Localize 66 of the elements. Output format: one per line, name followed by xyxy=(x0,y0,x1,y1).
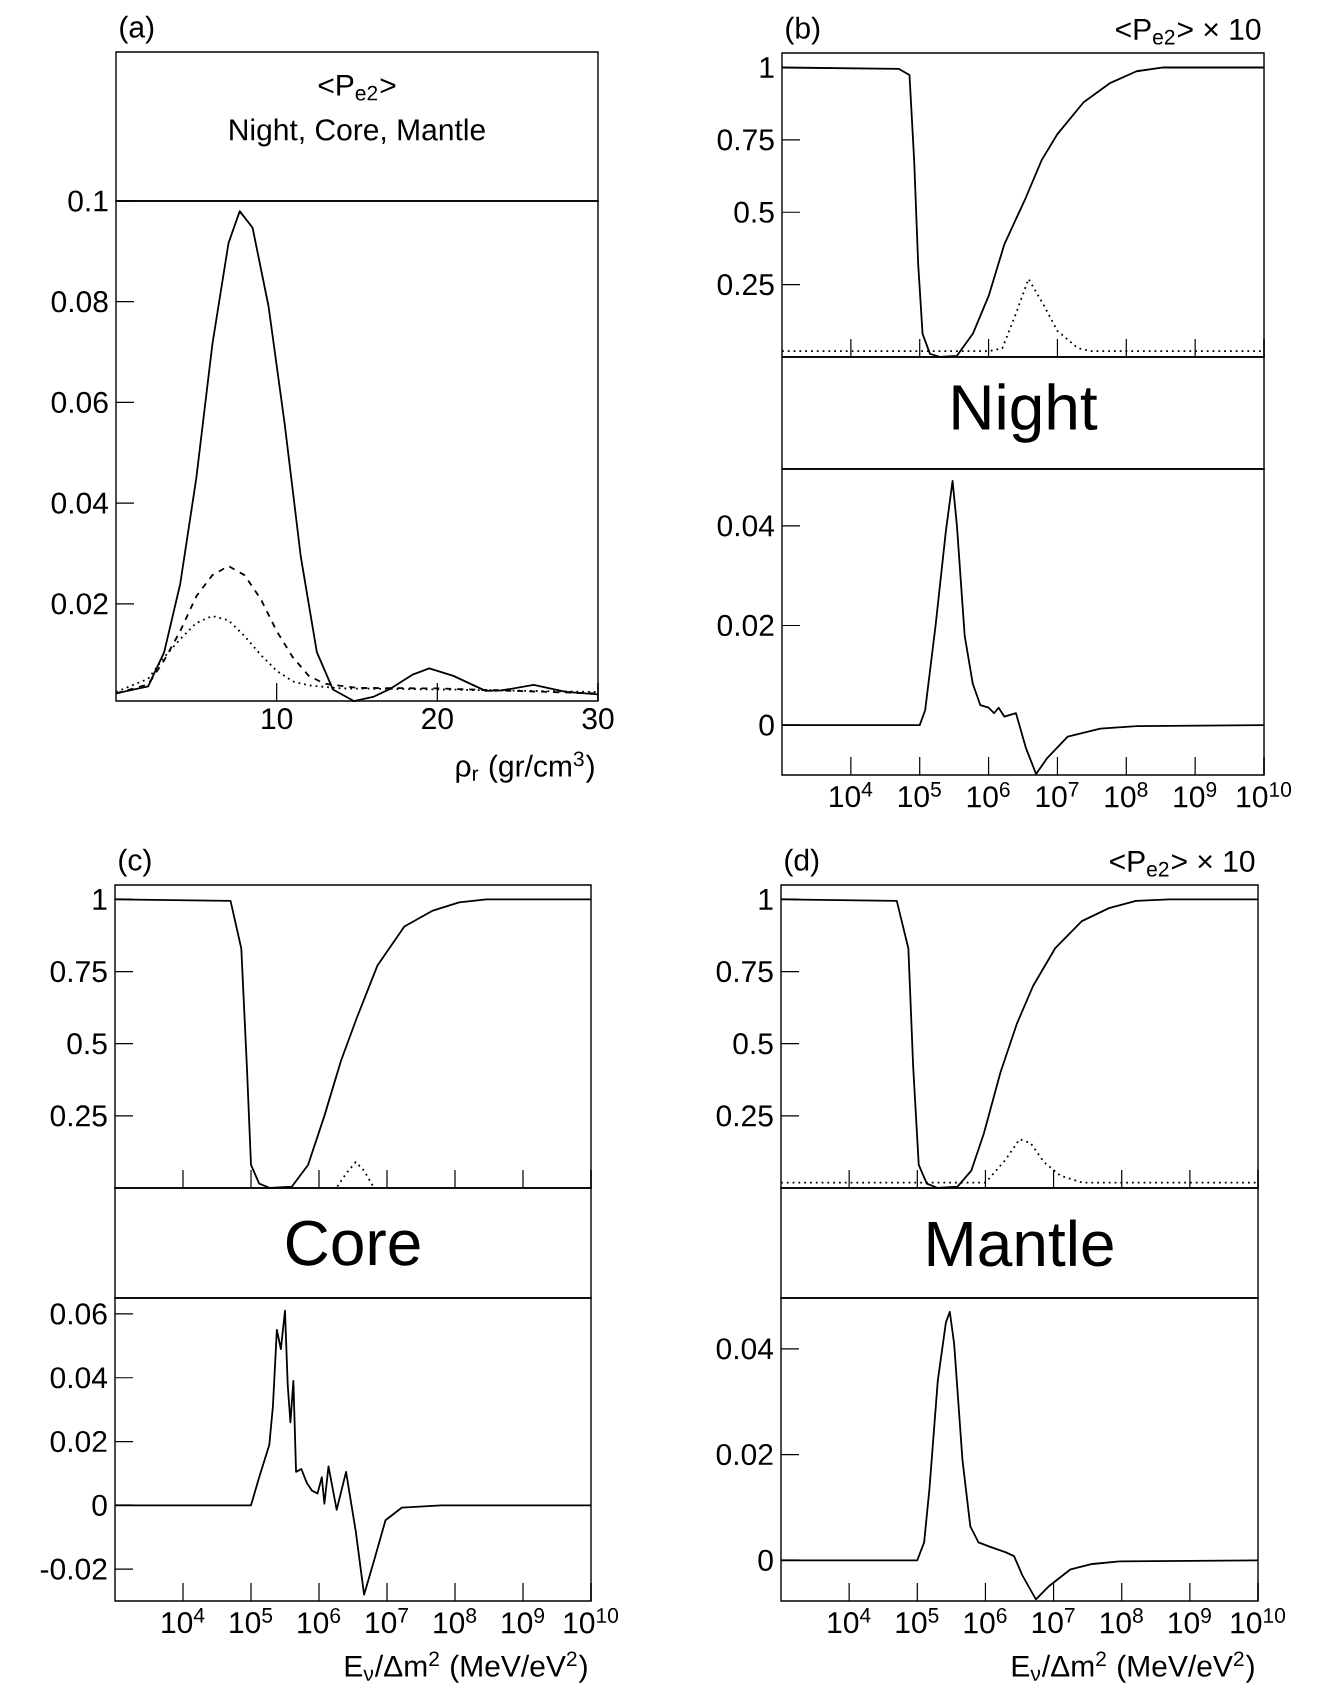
y-tick-label: 0.04 xyxy=(51,492,109,514)
y-tick-label: 0.04 xyxy=(716,1338,774,1360)
y-tick-label: 0 xyxy=(759,714,774,736)
x-tick-label: 10$^{10}$ xyxy=(564,1608,619,1634)
y-tick-label: 0 xyxy=(758,1549,773,1571)
y-tick-label: 0.75 xyxy=(717,129,774,151)
chart-title: (b) xyxy=(786,16,820,45)
y-tick-label: 0.06 xyxy=(50,1303,107,1325)
chart-title: Night xyxy=(953,383,1098,443)
y-tick-label: 0.75 xyxy=(716,960,773,983)
chart-title: (c) xyxy=(119,848,151,877)
y-tick-label: 0.5 xyxy=(733,1033,773,1055)
x-tick-label: 10$^{9}$ xyxy=(502,1608,545,1634)
x-tick-label: 10$^{5}$ xyxy=(230,1608,273,1634)
y-tick-label: 0.5 xyxy=(734,201,774,223)
y-tick-label: 1 xyxy=(760,57,774,78)
x-tick-label: 10$^{6}$ xyxy=(964,1608,1007,1634)
y-tick-label: 0.02 xyxy=(50,1430,107,1453)
y-tick-label: 0.5 xyxy=(67,1033,107,1055)
x-tick-label: 10$^{4}$ xyxy=(828,1608,871,1634)
x-axis-title: E$_{ν}$/Δm$^{2}$ (MeV/eV$^{2}$) xyxy=(345,1651,587,1683)
x-tick-label: 10$^{8}$ xyxy=(1105,782,1148,808)
y-tick-label: 0.08 xyxy=(51,291,108,313)
y-tick-label: 0.04 xyxy=(717,515,775,537)
chart-title: (d) xyxy=(785,848,819,877)
x-tick-label: 10$^{4}$ xyxy=(162,1608,205,1634)
x-axis-title: E$_{ν}$/Δm$^{2}$ (MeV/eV$^{2}$) xyxy=(1012,1651,1254,1683)
x-tick-label: 30 xyxy=(582,708,614,730)
y-tick-label: 0.02 xyxy=(717,614,774,637)
text: <P$_{e2}$> × 10 xyxy=(1116,18,1261,45)
y-tick-label: 1 xyxy=(93,889,107,910)
x-tick-label: 10$^{4}$ xyxy=(830,782,873,808)
y-tick-label: 0.25 xyxy=(716,1105,773,1127)
y-tick-label: 0 xyxy=(92,1494,107,1516)
y-tick-label: 0.02 xyxy=(51,593,108,615)
x-tick-label: 10$^{5}$ xyxy=(898,782,941,808)
x-tick-label: 10$^{7}$ xyxy=(366,1608,408,1634)
chart-title: (a) xyxy=(120,15,154,44)
chart-title: Core xyxy=(286,1220,420,1266)
text: <P$_{e2}$> × 10 xyxy=(1110,850,1255,877)
text: Night, Core, Mantle xyxy=(230,118,485,147)
x-tick-label: 10 xyxy=(262,708,293,730)
y-tick-label: 0.1 xyxy=(68,190,108,212)
x-tick-label: 10$^{7}$ xyxy=(1036,782,1079,808)
y-tick-label: 0.25 xyxy=(50,1105,107,1127)
y-tick-label: 0.25 xyxy=(717,274,774,296)
x-tick-label: 10$^{9}$ xyxy=(1174,782,1217,808)
x-tick-label: 10$^{8}$ xyxy=(434,1608,477,1634)
y-tick-label: 0.75 xyxy=(50,960,107,983)
x-tick-label: 10$^{10}$ xyxy=(1237,782,1292,808)
x-tick-label: 10$^{6}$ xyxy=(967,782,1010,808)
x-axis-title: ρ$_{r}$ (gr/cm$^{3}$) xyxy=(456,751,594,783)
x-tick-label: 10$^{10}$ xyxy=(1231,1608,1286,1634)
y-tick-label: 0.02 xyxy=(716,1443,773,1466)
y-tick-label: 1 xyxy=(759,889,773,910)
chart-title: Mantle xyxy=(928,1219,1113,1267)
x-tick-label: 20 xyxy=(422,708,453,730)
x-tick-label: 10$^{8}$ xyxy=(1100,1608,1143,1634)
x-tick-label: 10$^{6}$ xyxy=(298,1608,341,1634)
text: <P$_{e2}$> xyxy=(318,74,396,101)
y-tick-label: 0.06 xyxy=(51,391,108,414)
x-tick-label: 10$^{7}$ xyxy=(1032,1608,1075,1634)
y-tick-label: -0.02 xyxy=(40,1558,107,1580)
x-tick-label: 10$^{5}$ xyxy=(896,1608,939,1634)
x-tick-label: 10$^{9}$ xyxy=(1169,1608,1211,1634)
y-tick-label: 0.04 xyxy=(50,1367,108,1389)
